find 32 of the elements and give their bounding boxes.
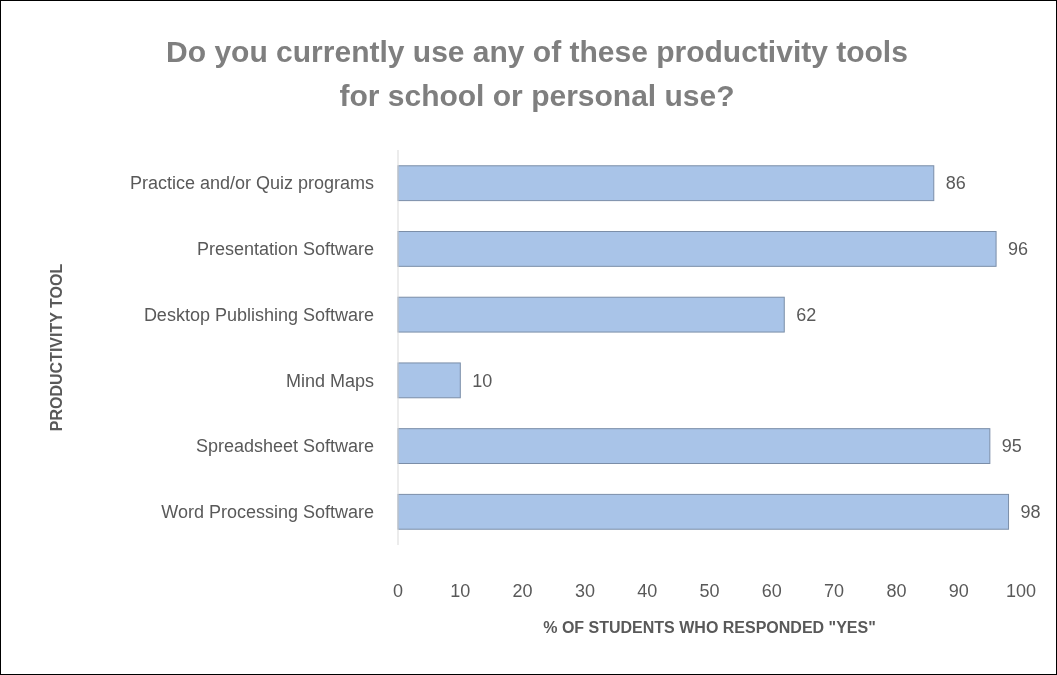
bar [397, 428, 991, 464]
y-tick-label: Desktop Publishing Software [143, 304, 374, 325]
bar [397, 493, 1010, 530]
y-tick-label: Practice and/or Quiz programs [129, 173, 374, 194]
data-label: 95 [1001, 436, 1022, 457]
x-tick-label: 80 [886, 581, 907, 601]
data-label: 62 [796, 304, 817, 325]
data-label: 86 [945, 173, 966, 194]
x-tick-label: 40 [637, 581, 658, 601]
x-tick-label: 60 [761, 581, 782, 601]
x-tick-label: 0 [392, 581, 404, 601]
x-tick-label: 10 [450, 581, 471, 601]
data-label: 10 [472, 370, 493, 391]
x-tick-label: 20 [512, 581, 533, 601]
x-tick-label: 30 [574, 581, 595, 601]
data-label: 96 [1008, 239, 1029, 260]
y-tick-label: Mind Maps [285, 370, 374, 391]
x-tick-label: 100 [1005, 581, 1037, 601]
bar [397, 362, 461, 399]
bar [397, 165, 935, 202]
x-tick-label: 90 [948, 581, 969, 601]
y-tick-label: Word Processing Software [161, 502, 374, 523]
bar [397, 231, 997, 267]
y-tick-label: Presentation Software [196, 239, 374, 260]
y-axis-title: PRODUCTIVITY TOOL [48, 263, 65, 432]
x-tick-label: 70 [824, 581, 845, 601]
chart-title: Do you currently use any of these productivity tools for school or personal use? [166, 35, 908, 112]
y-tick-label: Spreadsheet Software [195, 436, 374, 457]
x-tick-label: 50 [699, 581, 720, 601]
x-axis-title: % OF STUDENTS WHO RESPONDED "YES" [543, 619, 876, 636]
bar [397, 296, 785, 333]
data-label: 98 [1020, 502, 1041, 523]
